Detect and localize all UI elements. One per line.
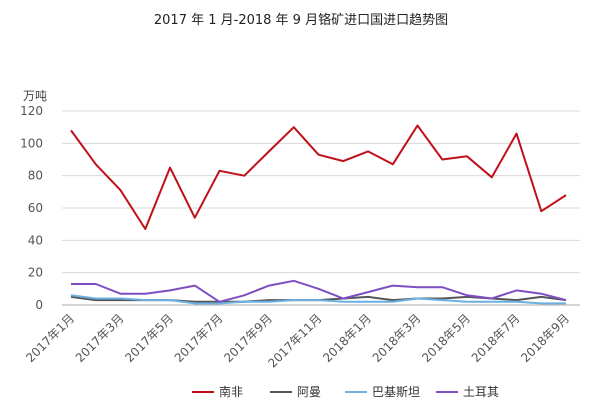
y-tick-label: 0 (35, 298, 43, 312)
y-tick-label: 100 (20, 136, 43, 150)
y-axis-unit-label: 万吨 (23, 89, 47, 103)
axes: 020406080100120万吨2017年1月2017年3月2017年5月20… (20, 89, 580, 370)
x-tick-label: 2017年11月 (265, 311, 324, 370)
x-tick-label: 2018年7月 (469, 311, 523, 365)
legend-label: 土耳其 (463, 385, 499, 399)
series-line (70, 124, 567, 230)
legend-label: 阿曼 (297, 385, 321, 399)
chart-title: 2017 年 1 月-2018 年 9 月铬矿进口国进口趋势图 (153, 13, 449, 28)
x-tick-label: 2017年7月 (172, 311, 226, 365)
legend-label: 巴基斯坦 (372, 385, 420, 399)
x-tick-label: 2017年3月 (73, 311, 127, 365)
y-tick-label: 20 (28, 266, 43, 280)
legend-item: 南非 (192, 384, 243, 399)
series-line (70, 294, 566, 305)
series-lines (70, 124, 567, 305)
x-tick-label: 2017年9月 (221, 311, 275, 365)
x-tick-label: 2018年1月 (320, 311, 374, 365)
y-tick-label: 60 (28, 201, 43, 215)
x-tick-label: 2018年3月 (370, 311, 424, 365)
legend-label: 南非 (219, 384, 243, 399)
x-tick-label: 2018年9月 (518, 311, 572, 365)
legend-item: 土耳其 (436, 385, 499, 399)
legend: 南非 阿曼 巴基斯坦 土耳其 (192, 384, 499, 399)
legend-item: 巴基斯坦 (345, 385, 420, 399)
x-tick-label: 2018年5月 (419, 311, 473, 365)
x-tick-label: 2017年5月 (122, 311, 176, 365)
y-tick-label: 120 (20, 104, 43, 118)
series-line (71, 279, 567, 303)
legend-item: 阿曼 (270, 385, 321, 399)
y-tick-label: 40 (28, 233, 43, 247)
x-tick-label: 2017年1月 (23, 311, 77, 365)
gridlines (62, 110, 580, 274)
y-tick-label: 80 (28, 169, 43, 183)
